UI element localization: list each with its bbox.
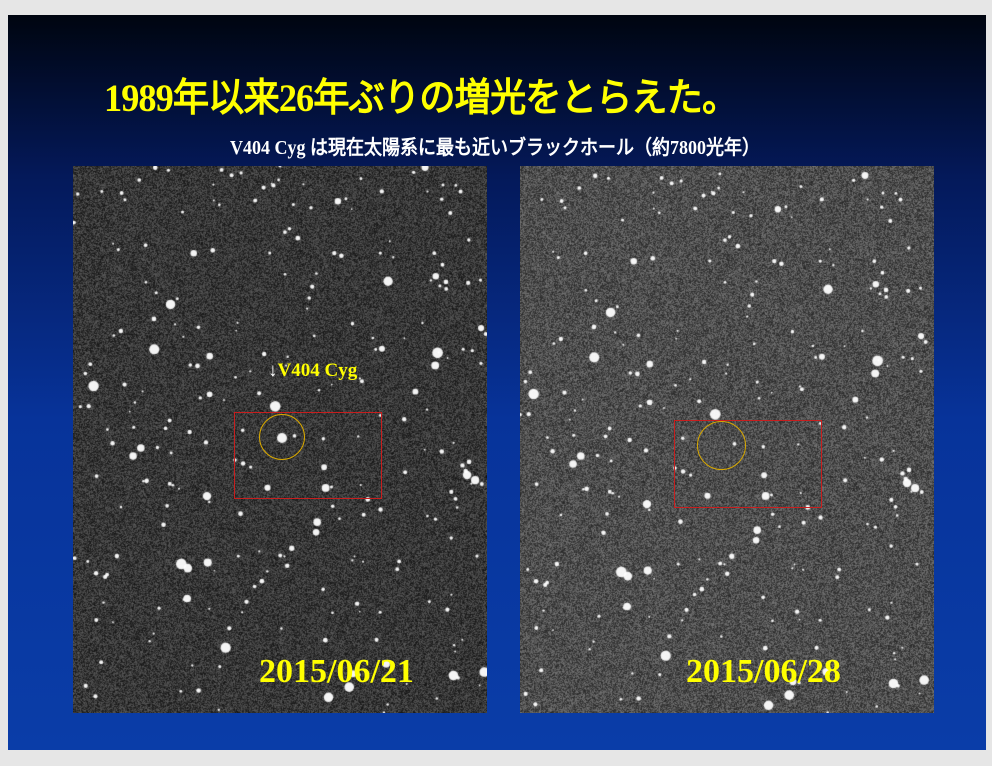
- target-circle: [259, 414, 305, 460]
- slide-title: 1989年以来26年ぶりの増光をとらえた。: [104, 67, 737, 123]
- target-circle: [697, 421, 746, 470]
- star-field-image-right: 2015/06/28: [520, 166, 934, 713]
- star-field-image-left: ↓V404 Cyg 2015/06/21: [73, 166, 487, 713]
- image-date: 2015/06/28: [686, 653, 841, 691]
- target-name: V404 Cyg: [278, 360, 358, 381]
- image-date: 2015/06/21: [259, 653, 414, 691]
- highlight-box: [234, 412, 382, 499]
- target-label: ↓V404 Cyg: [268, 360, 357, 382]
- down-arrow-icon: ↓: [268, 360, 278, 381]
- slide-subtitle: V404 Cyg は現在太陽系に最も近いブラックホール（約7800光年）: [230, 131, 760, 160]
- highlight-box: [674, 420, 822, 508]
